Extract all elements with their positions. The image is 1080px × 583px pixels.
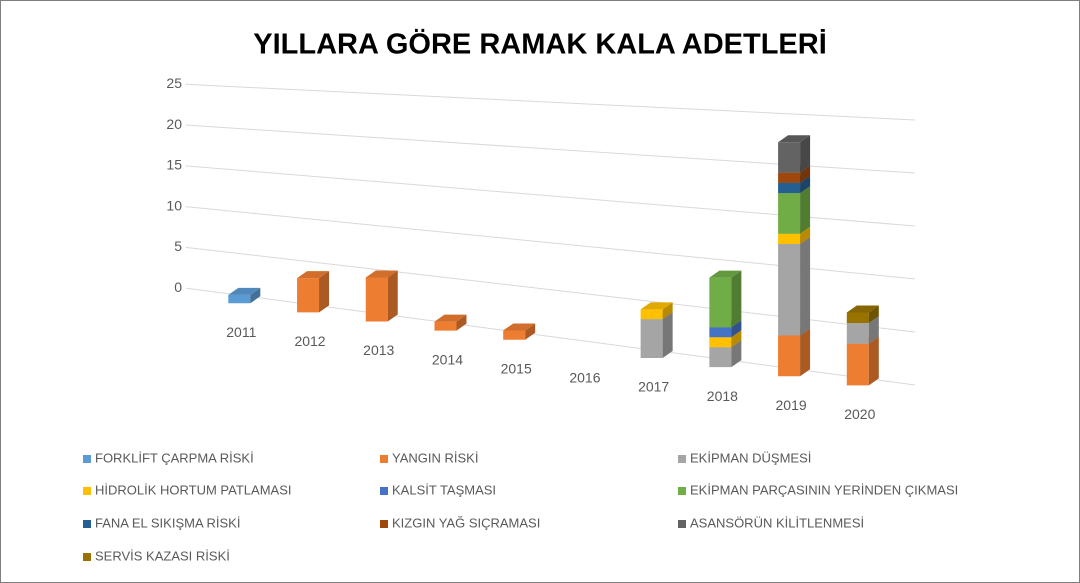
bar-segment: [778, 243, 801, 336]
bar-segment: [709, 347, 732, 368]
bar-segment: [846, 322, 869, 344]
y-tick-label: 0: [174, 279, 182, 295]
grid-line: [185, 83, 916, 121]
legend-swatch: [678, 487, 686, 495]
bar-top: [503, 323, 536, 331]
bar-side: [731, 330, 742, 348]
x-tick-label: 2012: [294, 333, 325, 349]
bar-segment: [778, 335, 801, 377]
bar-top: [709, 270, 742, 278]
bar-side: [662, 312, 673, 359]
bar-segment: [778, 233, 801, 244]
y-tick-label: 20: [166, 116, 182, 132]
bar-side: [800, 236, 811, 336]
chart-title: YILLARA GÖRE RAMAK KALA ADETLERİ: [253, 28, 827, 61]
legend-label: KIZGIN YAĞ SIÇRAMASI: [392, 515, 540, 530]
bar-top: [297, 271, 330, 279]
bar-top: [778, 135, 811, 143]
legend-swatch: [83, 455, 91, 463]
bar-side: [800, 186, 811, 234]
bar-top: [365, 270, 398, 278]
bar-side: [731, 340, 742, 368]
legend-swatch: [380, 455, 388, 463]
legend-label: SERVİS KAZASI RİSKİ: [95, 548, 230, 563]
bar-side: [800, 165, 811, 183]
bar-side: [800, 328, 811, 377]
bar-side: [662, 302, 673, 320]
bar-side: [456, 314, 467, 331]
bar-segment: [434, 321, 457, 331]
x-tick-label: 2014: [432, 351, 463, 367]
bar-side: [525, 323, 536, 340]
bar-side: [731, 270, 742, 328]
bar-segment: [709, 337, 732, 348]
bar-segment: [778, 172, 801, 183]
bar-segment: [709, 277, 732, 328]
bar-side: [800, 175, 811, 194]
legend-label: FANA EL SIKIŞMA RİSKİ: [95, 515, 240, 530]
bar-segment: [503, 330, 526, 340]
legend-swatch: [83, 487, 91, 495]
legend-swatch: [83, 520, 91, 528]
bar-segment: [228, 294, 251, 304]
x-tick-label: 2011: [226, 324, 256, 340]
bar-segment: [778, 193, 801, 234]
legend-label: KALSİT TAŞMASI: [392, 482, 496, 497]
bar-side: [868, 305, 879, 323]
legend-label: EKİPMAN DÜŞMESİ: [690, 450, 811, 465]
bar-segment: [778, 182, 801, 194]
bar-top: [846, 305, 879, 313]
y-tick-label: 10: [166, 197, 182, 213]
x-tick-label: 2020: [844, 406, 875, 422]
bar-segment: [846, 343, 869, 386]
bar-side: [800, 226, 811, 244]
y-tick-label: 5: [174, 238, 182, 254]
y-tick-label: 15: [166, 157, 182, 173]
legend-swatch: [380, 487, 388, 495]
bar-segment: [640, 309, 663, 320]
bar-side: [387, 270, 398, 322]
bar-segment: [640, 319, 663, 359]
x-tick-label: 2019: [776, 397, 807, 413]
x-tick-label: 2016: [569, 370, 600, 386]
bar-side: [319, 271, 330, 313]
legend-swatch: [678, 455, 686, 463]
bar-side: [731, 320, 742, 338]
x-tick-label: 2017: [638, 379, 669, 395]
legend-swatch: [380, 520, 388, 528]
bar-side: [868, 315, 879, 344]
legend-swatch: [678, 520, 686, 528]
bar-side: [250, 287, 261, 304]
x-tick-label: 2015: [501, 360, 532, 376]
legend-label: HİDROLİK HORTUM PATLAMASI: [95, 482, 291, 497]
bar-side: [800, 135, 811, 173]
x-tick-label: 2013: [363, 342, 394, 358]
bar-side: [868, 336, 879, 386]
bar-top: [228, 287, 261, 295]
bar-segment: [297, 278, 320, 313]
legend-label: FORKLİFT ÇARPMA RİSKİ: [95, 450, 254, 465]
legend-label: EKİPMAN PARÇASININ YERİNDEN ÇIKMASI: [690, 482, 958, 497]
bar-segment: [778, 142, 801, 173]
legend-label: ASANSÖRÜN KİLİTLENMESİ: [690, 515, 864, 530]
bar-top: [640, 302, 673, 310]
bar-segment: [846, 312, 869, 323]
bar-top: [434, 314, 467, 322]
legend-label: YANGIN RİSKİ: [392, 450, 478, 465]
bar-segment: [709, 327, 732, 338]
bar-segment: [365, 277, 388, 322]
x-tick-label: 2018: [707, 388, 738, 404]
y-tick-label: 25: [166, 75, 182, 91]
legend-swatch: [83, 553, 91, 561]
